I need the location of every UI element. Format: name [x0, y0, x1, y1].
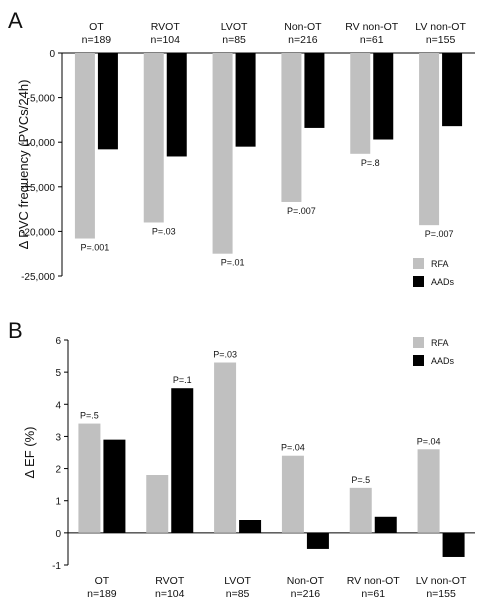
legend-label: RFA: [431, 338, 449, 348]
bar-aads-2: [166, 53, 187, 157]
chart-panel-a: 0 -5,000 -10,000 -15,000 -20,000 -25,000 Δ PVC…: [16, 21, 475, 287]
p-value-label: P=.03: [213, 350, 237, 360]
y-tick-label: 4: [55, 400, 61, 411]
y-axis-title: Δ EF (%): [22, 426, 37, 478]
p-value-label: P=.04: [417, 436, 441, 446]
y-tick-label: -10,000: [21, 138, 55, 149]
legend-swatch-rfa: [413, 337, 424, 348]
p-value-label: P=.03: [152, 226, 176, 236]
legend-label: RFA: [431, 259, 449, 269]
category-label: LV non-OT: [415, 21, 466, 33]
category-label: LVOT: [221, 21, 248, 33]
bar-aads-3: [235, 53, 256, 147]
category-n-label: n=85: [226, 588, 250, 600]
bar-rfa-4: [281, 455, 304, 533]
bar-rfa-4: [281, 53, 302, 202]
bar-rfa-1: [74, 53, 95, 239]
p-value-label: P=.04: [281, 443, 305, 453]
p-value-label: P=.1: [173, 375, 192, 385]
y-tick-label: -25,000: [21, 272, 55, 283]
y-tick-label: 0: [55, 529, 61, 540]
category-n-label: n=104: [151, 34, 181, 46]
bar-aads-4: [304, 53, 325, 128]
y-axis-title: Δ PVC frequency (PVCs/24h): [16, 80, 31, 250]
legend-label: AADs: [431, 356, 455, 366]
category-label: Non-OT: [287, 575, 325, 587]
y-tick-label: 3: [55, 432, 61, 443]
bar-aads-1: [103, 439, 126, 533]
bar-rfa-1: [78, 423, 101, 533]
category-label: RVOT: [155, 575, 185, 587]
bar-rfa-3: [212, 53, 233, 254]
y-tick-label: -20,000: [21, 227, 55, 238]
bar-aads-5: [373, 53, 394, 140]
bar-rfa-2: [143, 53, 164, 223]
category-label: OT: [95, 575, 110, 587]
bar-aads-6: [442, 532, 465, 557]
bar-aads-4: [306, 532, 329, 549]
legend-swatch-rfa: [413, 258, 424, 269]
category-label: LV non-OT: [416, 575, 467, 587]
y-tick-label: 6: [55, 336, 61, 347]
p-value-label: P=.5: [80, 411, 99, 421]
category-label: RV non-OT: [347, 575, 400, 587]
panel-a-letter: A: [8, 8, 23, 33]
bar-rfa-6: [419, 53, 440, 226]
bar-aads-2: [171, 388, 194, 533]
p-value-label: P=.007: [287, 206, 316, 216]
legend-swatch-aads: [413, 276, 424, 287]
legend-label: AADs: [431, 277, 455, 287]
bar-aads-6: [442, 53, 463, 127]
category-n-label: n=216: [288, 34, 318, 46]
y-tick-label: -1: [52, 561, 61, 572]
category-n-label: n=85: [222, 34, 246, 46]
bar-aads-1: [97, 53, 118, 150]
y-tick-label: 2: [55, 465, 61, 476]
panel-b-letter: B: [8, 318, 23, 343]
category-n-label: n=155: [426, 34, 456, 46]
bar-rfa-6: [417, 449, 440, 533]
y-tick-label: -15,000: [21, 183, 55, 194]
bar-aads-3: [239, 520, 262, 533]
category-label: RVOT: [151, 21, 181, 33]
bar-rfa-5: [350, 53, 371, 154]
y-tick-label: 0: [49, 49, 55, 60]
category-n-label: n=155: [426, 588, 456, 600]
y-tick-label: 1: [55, 497, 61, 508]
category-label: OT: [89, 21, 104, 33]
bar-rfa-5: [349, 487, 372, 533]
chart-panel-b: 6 5 4 3 2 1 0 -1 Δ EF (%) P=.5 OTn=189 P=.1 RVOTn=10…: [22, 336, 475, 600]
y-tick-label: -5,000: [27, 94, 56, 105]
category-n-label: n=189: [87, 588, 117, 600]
category-n-label: n=216: [291, 588, 321, 600]
category-n-label: n=189: [82, 34, 112, 46]
category-n-label: n=61: [360, 34, 384, 46]
category-n-label: n=61: [361, 588, 385, 600]
p-value-label: P=.5: [351, 475, 370, 485]
p-value-label: P=.01: [221, 258, 245, 268]
bar-rfa-3: [214, 362, 237, 533]
category-label: LVOT: [224, 575, 251, 587]
p-value-label: P=.8: [361, 158, 380, 168]
bar-rfa-2: [146, 475, 169, 533]
category-label: Non-OT: [284, 21, 322, 33]
p-value-label: P=.007: [425, 229, 454, 239]
category-n-label: n=104: [155, 588, 185, 600]
y-tick-label: 5: [55, 368, 61, 379]
p-value-label: P=.001: [81, 243, 110, 253]
bar-aads-5: [374, 516, 397, 533]
legend-swatch-aads: [413, 355, 424, 366]
category-label: RV non-OT: [345, 21, 398, 33]
